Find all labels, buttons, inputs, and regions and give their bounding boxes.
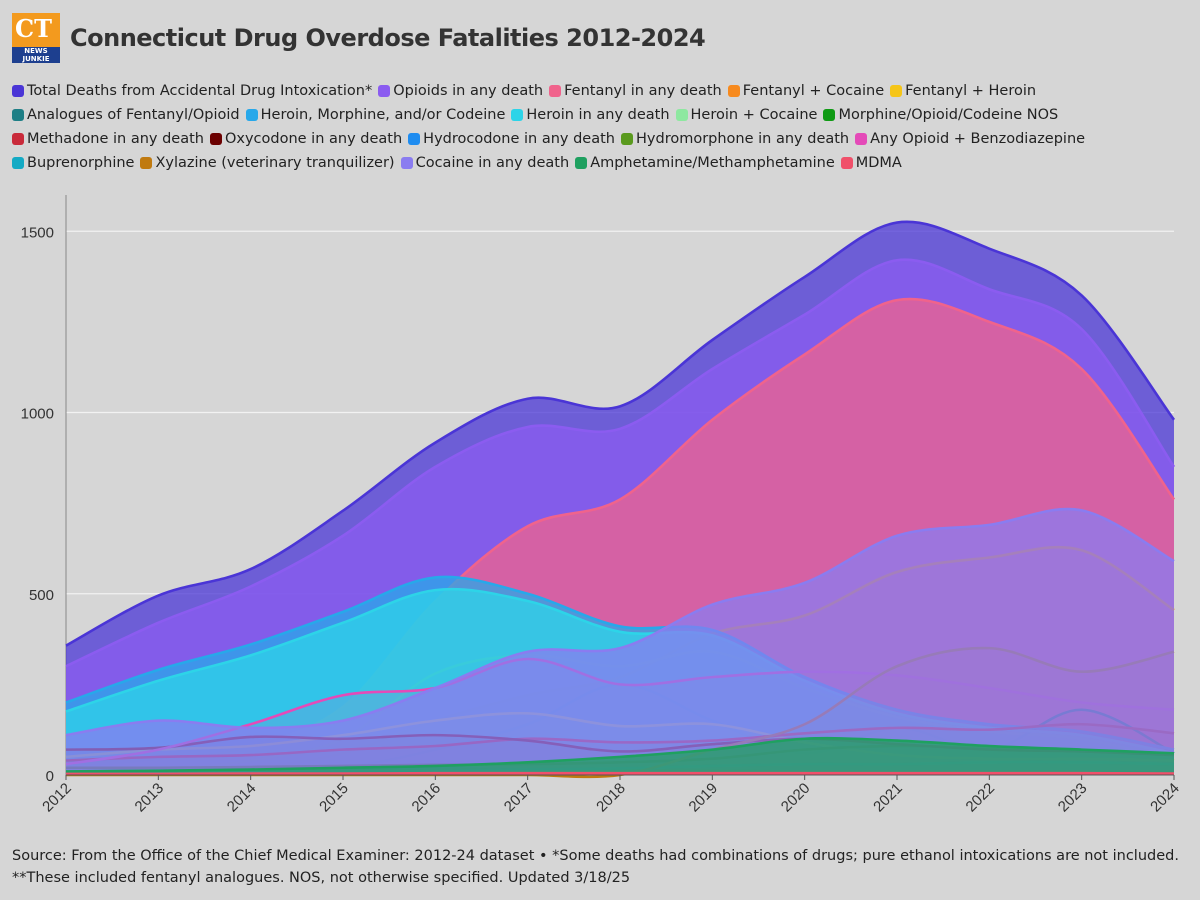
legend-item[interactable]: Analogues of Fentanyl/Opioid [12,104,240,126]
legend-swatch [408,133,421,145]
legend-swatch [511,109,524,121]
x-tick-label: 2020 [778,780,814,816]
x-tick-label: 2023 [1055,780,1091,816]
legend-label: Heroin + Cocaine [690,107,818,123]
y-tick-label: 1500 [21,224,54,241]
legend-item[interactable]: Fentanyl + Cocaine [727,80,885,102]
legend-swatch [12,85,24,97]
legend-label: Hydrocodone in any death [423,131,615,147]
legend-label: Opioids in any death [393,83,544,99]
legend-item[interactable]: Morphine/Opioid/Codeine NOS [823,104,1058,126]
legend-item[interactable]: Any Opioid + Benzodiazepine [855,128,1085,150]
legend-item[interactable]: Amphetamine/Methamphetamine [575,152,835,174]
series-area [66,509,1174,775]
legend-swatch [209,133,222,145]
legend-item[interactable]: Xylazine (veterinary tranquilizer) [140,152,395,174]
logo-subtext: NEWS JUNKIE [12,47,60,63]
x-tick-label: 2024 [1147,780,1183,816]
legend-swatch [890,85,903,97]
logo-text: CT [15,14,52,43]
x-tick-label: 2019 [686,780,722,816]
legend-swatch [400,157,413,169]
legend-item[interactable]: Hydrocodone in any death [408,128,615,150]
legend-item[interactable]: MDMA [840,152,902,174]
x-tick-label: 2013 [132,780,168,816]
legend-label: Heroin, Morphine, and/or Codeine [260,107,506,123]
header: CT NEWS JUNKIE Connecticut Drug Overdose… [12,12,706,64]
chart-title: Connecticut Drug Overdose Fatalities 201… [70,24,706,52]
legend-label: Oxycodone in any death [224,131,403,147]
legend-swatch [549,85,562,97]
x-tick-label: 2021 [870,780,906,816]
legend-label: Buprenorphine [27,155,135,171]
legend-swatch [140,157,153,169]
x-tick-label: 2015 [316,780,352,816]
legend: Total Deaths from Accidental Drug Intoxi… [12,80,1192,176]
y-tick-label: 0 [46,768,54,785]
legend-item[interactable]: Heroin in any death [511,104,670,126]
legend-label: Fentanyl + Heroin [905,83,1037,99]
legend-swatch [855,133,868,145]
legend-label: Morphine/Opioid/Codeine NOS [838,107,1059,123]
legend-swatch [12,109,24,121]
legend-label: Total Deaths from Accidental Drug Intoxi… [27,83,373,99]
legend-swatch [621,133,633,145]
legend-label: Amphetamine/Methamphetamine [590,155,835,171]
legend-item[interactable]: Fentanyl + Heroin [890,80,1036,102]
series-line [65,220,1176,647]
legend-item[interactable]: Methadone in any death [12,128,204,150]
source-note: Source: From the Office of the Chief Med… [12,848,1179,886]
x-tick-label: 2017 [501,780,537,816]
x-tick-label: 2022 [963,780,999,816]
legend-item[interactable]: Total Deaths from Accidental Drug Intoxi… [12,80,372,102]
y-tick-label: 500 [29,587,54,604]
legend-swatch [840,157,853,169]
series-line [65,507,1175,737]
series-cocaine-in-any-death[interactable] [65,507,1175,775]
legend-label: Cocaine in any death [415,155,570,171]
series-line [65,736,1175,773]
series-line [65,258,1176,668]
legend-item[interactable]: Heroin, Morphine, and/or Codeine [245,104,506,126]
chart-area: 0 500 1000 1500 2012 2013 2014 2015 2016 2017 2018… [21,195,1183,816]
legend-label: Heroin in any death [526,107,670,123]
legend-label: Analogues of Fentanyl/Opioid [27,107,240,123]
legend-label: Fentanyl + Cocaine [742,83,885,99]
legend-swatch [12,133,24,145]
legend-item[interactable]: Cocaine in any death [400,152,570,174]
legend-item[interactable]: Opioids in any death [378,80,543,102]
series-line [65,771,1175,776]
legend-label: Hydromorphone in any death [636,131,850,147]
legend-swatch [245,109,258,121]
legend-label: Xylazine (veterinary tranquilizer) [155,155,395,171]
legend-label: Any Opioid + Benzodiazepine [870,131,1086,147]
series-amphetamine-methamphetamine[interactable] [65,736,1175,775]
legend-item[interactable]: Hydromorphone in any death [621,128,849,150]
x-tick-label: 2012 [39,780,75,816]
x-tick-label: 2014 [224,780,260,816]
legend-swatch [675,109,688,121]
legend-label: Fentanyl in any death [564,83,722,99]
legend-item[interactable]: Buprenorphine [12,152,134,174]
legend-item[interactable]: Oxycodone in any death [209,128,403,150]
y-tick-label: 1000 [21,406,54,423]
legend-label: MDMA [855,155,902,171]
legend-swatch [823,109,836,121]
legend-swatch [727,85,740,97]
legend-swatch [575,157,588,169]
legend-swatch [12,157,24,169]
x-tick-label: 2018 [593,780,629,816]
series-area [66,738,1174,775]
logo: CT NEWS JUNKIE [12,13,60,63]
legend-item[interactable]: Heroin + Cocaine [675,104,818,126]
legend-item[interactable]: Fentanyl in any death [549,80,722,102]
legend-swatch [378,85,391,97]
x-tick-label: 2016 [409,780,445,816]
legend-label: Methadone in any death [27,131,204,147]
